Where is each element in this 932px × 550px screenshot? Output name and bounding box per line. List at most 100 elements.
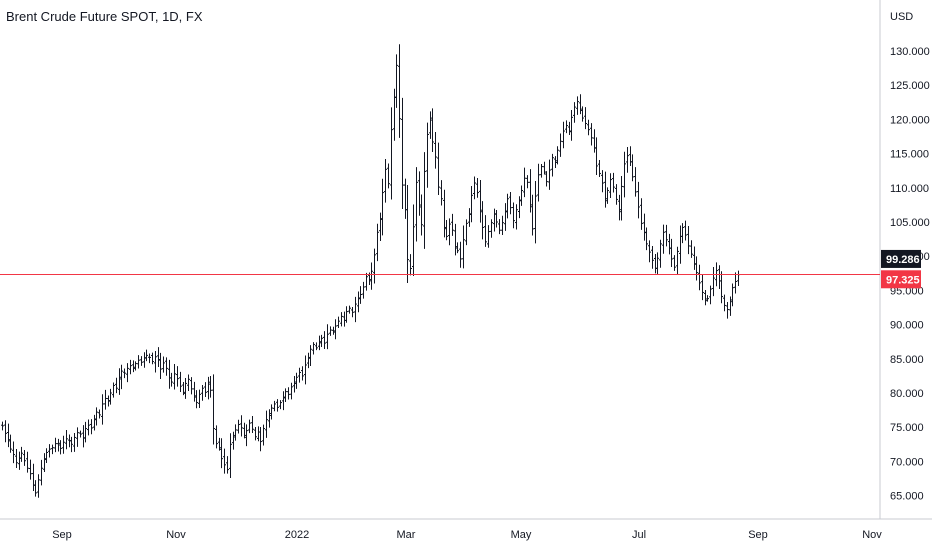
ohlc-bar <box>418 171 421 216</box>
ohlc-bar <box>690 240 693 258</box>
ohlc-bar <box>48 444 51 458</box>
ohlc-bar <box>720 271 723 304</box>
ohlc-bar <box>212 374 215 445</box>
ohlc-bar <box>54 437 57 453</box>
ohlc-bar <box>551 153 554 177</box>
ohlc-bar <box>493 208 496 232</box>
ohlc-bar <box>84 421 87 443</box>
ohlc-bar <box>304 355 307 385</box>
ohlc-bar <box>157 347 160 367</box>
ohlc-bar <box>357 291 360 313</box>
current-price-tag: 99.286 <box>886 254 920 266</box>
ohlc-bar <box>15 449 18 469</box>
ohlc-bar <box>18 451 21 470</box>
ohlc-bar <box>509 191 512 215</box>
ohlc-bar <box>73 433 76 452</box>
ohlc-bar <box>618 194 621 221</box>
ohlc-bar <box>620 175 623 221</box>
ohlc-bar <box>568 121 571 135</box>
price-tick-label: 65.000 <box>890 491 924 503</box>
ohlc-bar <box>93 414 96 431</box>
ohlc-bar <box>426 122 429 188</box>
ohlc-bar <box>32 463 35 491</box>
time-axis[interactable]: Sep Nov 2022 Mar May Jul Sep Nov <box>0 518 932 541</box>
ohlc-bar <box>204 382 207 398</box>
ohlc-bar <box>190 377 193 395</box>
ohlc-bar <box>487 225 490 248</box>
ohlc-bar <box>584 107 587 130</box>
ohlc-bar <box>123 368 126 379</box>
ohlc-bar <box>545 171 548 187</box>
ohlc-bar <box>420 194 423 236</box>
ohlc-bar <box>448 218 451 246</box>
ohlc-bar <box>737 270 740 286</box>
ohlc-bar <box>326 324 329 350</box>
ohlc-bar <box>379 212 382 242</box>
price-tick-label: 130.000 <box>890 46 930 58</box>
price-axis-currency: USD <box>890 11 913 23</box>
ohlc-bar <box>82 425 85 448</box>
time-tick-label: Mar <box>397 529 416 541</box>
ohlc-bar <box>604 171 607 208</box>
ohlc-bar <box>340 312 343 327</box>
ohlc-bar <box>468 208 471 227</box>
price-tick-label: 90.000 <box>890 320 924 332</box>
ohlc-bar <box>393 88 396 141</box>
ohlc-bar <box>29 459 32 480</box>
ohlc-bar <box>295 372 298 389</box>
ohlc-bar <box>40 459 43 486</box>
price-tick-label: 110.000 <box>890 183 929 195</box>
last-price-tag-bg <box>881 270 921 289</box>
ohlc-bar <box>126 363 129 383</box>
ohlc-bar <box>237 419 240 434</box>
price-tick-label: 125.000 <box>890 80 930 92</box>
ohlc-bar <box>245 424 248 447</box>
ohlc-bar <box>20 446 23 462</box>
ohlc-bar <box>201 385 204 401</box>
ohlc-bar <box>359 286 362 304</box>
ohlc-bar <box>462 225 465 269</box>
price-tick-label: 115.000 <box>890 149 929 161</box>
ohlc-bar <box>251 416 254 434</box>
ohlc-bar <box>593 129 596 153</box>
time-tick-label: Jul <box>632 529 646 541</box>
ohlc-bar <box>643 213 646 241</box>
ohlc-bar <box>734 272 737 294</box>
ohlc-bar <box>440 180 443 206</box>
price-tick-label: 75.000 <box>890 422 924 434</box>
time-tick-label: Nov <box>862 529 882 541</box>
price-tick-label: 120.000 <box>890 114 930 126</box>
ohlc-bar <box>681 223 684 244</box>
ohlc-bar <box>565 120 568 134</box>
ohlc-bar <box>270 404 273 420</box>
price-tick-label: 95.000 <box>890 285 924 297</box>
ohlc-bar <box>140 356 143 366</box>
ohlc-bar <box>637 181 640 219</box>
ohlc-bar <box>473 176 476 200</box>
ohlc-bar <box>101 394 104 425</box>
ohlc-bar <box>257 426 260 442</box>
ohlc-bar <box>293 376 296 393</box>
ohlc-bar <box>390 107 393 200</box>
ohlc-bar <box>537 163 540 202</box>
ohlc-bar <box>115 377 118 394</box>
ohlc-bar <box>656 252 659 275</box>
ohlc-bar <box>195 390 198 409</box>
ohlc-bar <box>631 154 634 182</box>
ohlc-bar <box>148 353 151 364</box>
time-tick-label: May <box>511 529 532 541</box>
ohlc-bar <box>659 239 662 268</box>
ohlc-bar <box>726 301 729 319</box>
chart-title: Brent Crude Future SPOT, 1D, FX <box>6 9 203 24</box>
price-tick-label: 70.000 <box>890 456 924 468</box>
ohlc-bar <box>398 44 401 138</box>
ohlc-bar <box>520 185 523 206</box>
ohlc-bar <box>673 255 676 271</box>
ohlc-bar <box>562 121 565 149</box>
ohlc-bar <box>282 391 285 411</box>
ohlc-bar <box>287 387 290 400</box>
ohlc-bar <box>431 108 434 152</box>
ohlc-bar <box>423 152 426 249</box>
ohlc-bar <box>470 185 473 223</box>
